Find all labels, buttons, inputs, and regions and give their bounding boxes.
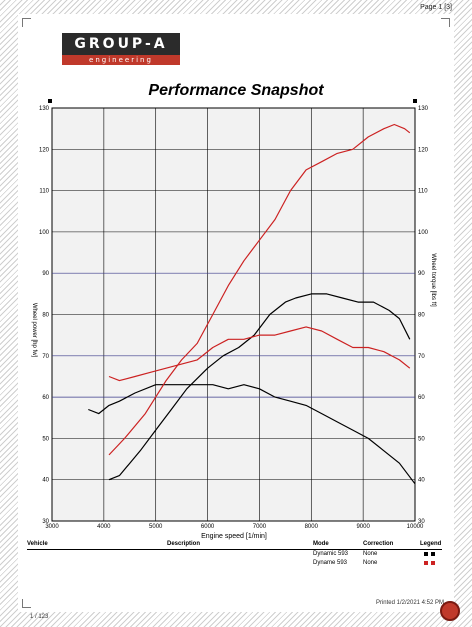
tick-labels: 3000 4000 5000 6000 7000 8000 9000 100003040506… xyxy=(39,106,429,530)
y-tick-label-left: 100 xyxy=(39,230,50,236)
x-tick-label: 4000 xyxy=(97,524,111,530)
series-line-2 xyxy=(108,123,411,456)
table-header-mode: Mode xyxy=(313,541,329,547)
logo-subtitle: engineering xyxy=(89,56,153,64)
company-seal-icon xyxy=(440,601,460,621)
grid-lines xyxy=(51,107,416,522)
crop-mark-top-left xyxy=(22,18,31,27)
y-tick-label-left: 70 xyxy=(42,354,49,360)
axis-corner-marker-right xyxy=(413,99,417,103)
y-tick-label-left: 120 xyxy=(39,147,50,153)
logo-name: GROUP-A xyxy=(74,36,168,52)
table-divider xyxy=(27,549,442,550)
y-tick-label-right: 130 xyxy=(418,106,429,112)
y-tick-label-right: 90 xyxy=(418,271,425,277)
axis-corner-marker-left xyxy=(48,99,52,103)
series-line-0 xyxy=(108,293,411,481)
y-tick-label-left: 80 xyxy=(42,313,49,319)
y-tick-label-right: 40 xyxy=(418,478,425,484)
row-correction: None xyxy=(363,551,378,557)
legend-swatch-power xyxy=(424,561,428,565)
page-number: Page 1 [3] xyxy=(420,4,452,11)
y-tick-label-right: 60 xyxy=(418,395,425,401)
y-tick-label-left: 50 xyxy=(42,436,49,442)
y-tick-label-right: 50 xyxy=(418,436,425,442)
x-axis-label: Engine speed [1/min] xyxy=(201,533,267,540)
table-row: Dynamic 593 None xyxy=(27,551,442,559)
row-correction: None xyxy=(363,560,378,566)
y-axis-label-left: Wheel power [hp fw] xyxy=(31,303,37,358)
footer-page-info: 1 / 123 xyxy=(30,614,49,620)
printed-timestamp: Printed 1/2/2021 4:52 PM xyxy=(375,600,444,606)
x-tick-label: 8000 xyxy=(305,524,319,530)
row-mode: Dyname 593 xyxy=(313,560,348,566)
y-tick-label-right: 80 xyxy=(418,313,425,319)
y-tick-label-left: 30 xyxy=(42,519,49,525)
x-tick-label: 7000 xyxy=(253,524,267,530)
crop-mark-bottom-left xyxy=(22,599,31,608)
x-tick-label: 6000 xyxy=(201,524,215,530)
legend-swatch-power xyxy=(424,552,428,556)
group-a-logo: GROUP-A engineering xyxy=(62,33,180,68)
y-tick-label-right: 100 xyxy=(418,230,429,236)
y-tick-label-left: 40 xyxy=(42,478,49,484)
table-header-correction: Correction xyxy=(363,541,394,547)
x-tick-label: 10000 xyxy=(407,524,424,530)
table-header-legend: Legend xyxy=(420,541,442,547)
chart-title: Performance Snapshot xyxy=(148,82,324,99)
legend-swatch-torque xyxy=(431,561,435,565)
y-tick-label-right: 120 xyxy=(418,147,429,153)
table-header-description: Description xyxy=(167,541,201,547)
series-line-1 xyxy=(88,384,416,485)
x-tick-label: 3000 xyxy=(45,524,59,530)
legend-swatch-torque xyxy=(431,552,435,556)
crop-mark-top-right xyxy=(441,18,450,27)
y-tick-label-right: 70 xyxy=(418,354,425,360)
y-axis-label-right: Wheel torque [lbs ft] xyxy=(430,253,436,307)
y-tick-label-left: 130 xyxy=(39,106,50,112)
table-row: Dyname 593 None xyxy=(27,560,442,568)
y-tick-label-left: 60 xyxy=(42,395,49,401)
series-line-3 xyxy=(108,326,411,382)
row-mode: Dynamic 593 xyxy=(313,551,349,557)
y-tick-label-left: 90 xyxy=(42,271,49,277)
y-tick-label-left: 110 xyxy=(39,189,49,195)
y-tick-label-right: 110 xyxy=(418,189,428,195)
y-tick-label-right: 30 xyxy=(418,519,425,525)
x-tick-label: 5000 xyxy=(149,524,163,530)
data-series xyxy=(88,123,416,485)
x-tick-label: 9000 xyxy=(356,524,370,530)
table-header-vehicle: Vehicle xyxy=(27,541,48,547)
